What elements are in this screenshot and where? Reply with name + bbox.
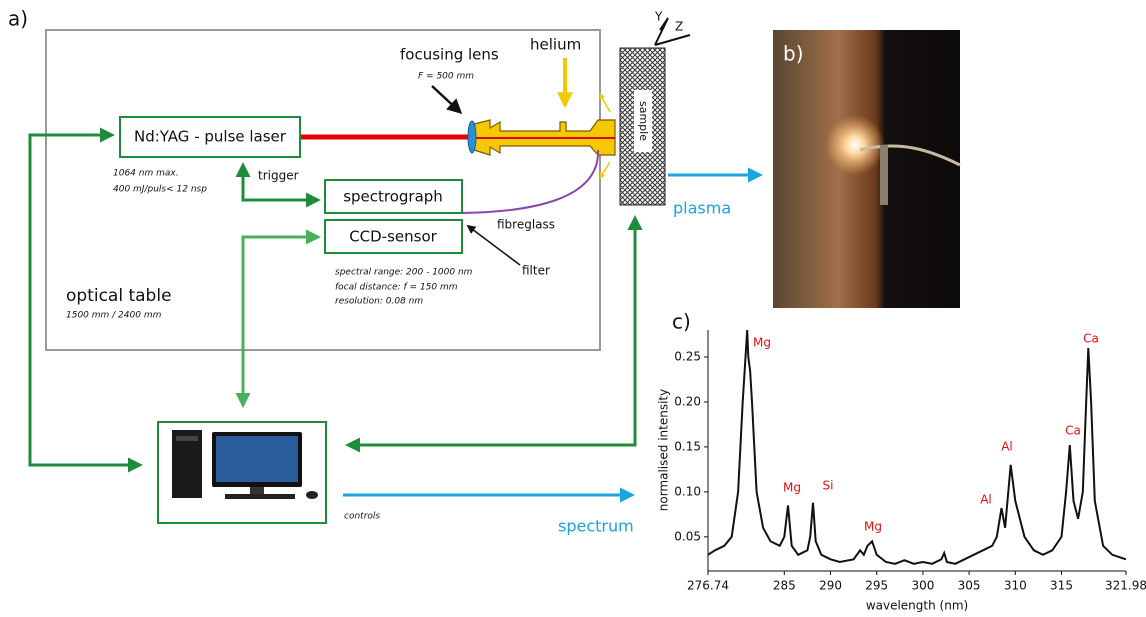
lens-focal: F = 500 mm <box>418 72 474 82</box>
fibre <box>462 150 598 213</box>
plasma-glow <box>825 115 885 175</box>
y-tick-label: 0.15 <box>674 439 701 453</box>
x-tick-label: 276.74 <box>687 579 729 593</box>
panel-label: b) <box>783 42 804 66</box>
y-tick-label: 0.05 <box>674 529 701 543</box>
trigger-label: trigger <box>258 169 299 183</box>
arrow <box>432 86 460 112</box>
ccd-label: CCD-sensor <box>349 228 437 246</box>
table-size: 1500 mm / 2400 mm <box>66 311 162 321</box>
peak-label: Ca <box>1065 424 1081 438</box>
peak-label: Mg <box>753 336 771 350</box>
filter-label: filter <box>522 264 550 278</box>
lens <box>468 121 476 153</box>
axis-z-label: Z <box>675 20 683 34</box>
x-tick-label: 300 <box>911 579 934 593</box>
spectro-spec: spectral range: 200 - 1000 nm <box>335 268 473 278</box>
laser-spec: 1064 nm max. <box>113 169 179 179</box>
laser-spec: 400 mJ/puls< 12 nsp <box>113 185 207 195</box>
helium-label: helium <box>530 36 581 54</box>
connector <box>243 237 318 405</box>
spectrum-label: spectrum <box>558 517 634 536</box>
figure: a) Nd:YAG - pulse laser 1064 nm max. 400… <box>0 0 1146 617</box>
y-tick-label: 0.10 <box>674 484 701 498</box>
x-axis-label: wavelength (nm) <box>866 599 968 613</box>
x-tick-label: 310 <box>1004 579 1027 593</box>
flow-arrow <box>600 94 610 112</box>
axis-y-label: Y <box>654 10 663 24</box>
spectro-spec: focal distance: f = 150 mm <box>335 283 458 293</box>
laser-label: Nd:YAG - pulse laser <box>134 128 287 146</box>
peak-label: Mg <box>864 520 882 534</box>
lens-label: focusing lens <box>400 46 499 64</box>
nozzle-photo <box>880 145 888 205</box>
x-tick-label: 315 <box>1050 579 1073 593</box>
panel-label: a) <box>8 7 28 31</box>
spectrum-line <box>708 330 1126 564</box>
sample-label: sample <box>637 101 650 141</box>
peak-label: Al <box>1001 440 1013 454</box>
panel-b: b) <box>773 30 960 308</box>
spectro-spec: resolution: 0.08 nm <box>335 297 423 307</box>
x-tick-label: 321.98 <box>1105 579 1146 593</box>
panel-label: c) <box>672 310 691 334</box>
peak-label: Ca <box>1083 332 1099 346</box>
y-tick-label: 0.20 <box>674 394 701 408</box>
spectrograph-label: spectrograph <box>343 188 443 206</box>
x-tick-label: 305 <box>958 579 981 593</box>
panel-a: a) Nd:YAG - pulse laser 1064 nm max. 400… <box>8 7 760 536</box>
peak-label: Mg <box>783 481 801 495</box>
y-axis-label: normalised intensity <box>657 389 671 511</box>
fibre-label: fibreglass <box>497 218 555 232</box>
x-tick-label: 290 <box>819 579 842 593</box>
plasma-label: plasma <box>673 199 731 218</box>
table-label: optical table <box>66 286 172 306</box>
controls-label: controls <box>344 512 380 522</box>
y-tick-label: 0.25 <box>674 349 701 363</box>
flow-arrow <box>600 162 610 178</box>
peak-label: Si <box>823 479 834 493</box>
panel-c: c) wavelength (nm) normalised intensity … <box>657 310 1146 613</box>
x-tick-label: 295 <box>865 579 888 593</box>
arrow <box>468 226 520 265</box>
x-tick-label: 285 <box>773 579 796 593</box>
peak-label: Al <box>980 493 992 507</box>
